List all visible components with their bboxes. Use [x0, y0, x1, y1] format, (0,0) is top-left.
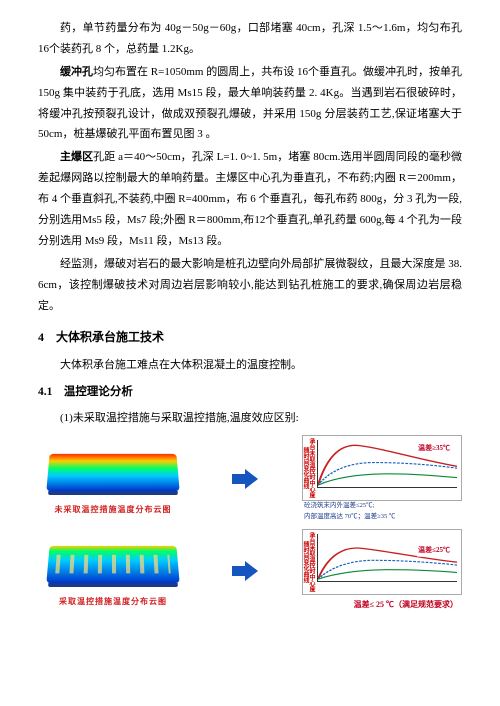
caption-uncontrolled: 未采取温控措施温度分布云图: [38, 502, 188, 517]
paragraph-1: 药，单节药量分布为 40g－50g－60g，口部堵塞 40cm，孔深 1.5～1…: [38, 18, 462, 60]
chart-1-wrapper: 承台未取温控时中心度随时间变化曲线 温差≥35℃ 砼浇筑末内外温差≤25℃; 内…: [302, 435, 462, 523]
chart-1-axes: 温差≥35℃: [317, 440, 457, 488]
chart-2-bottom-note: 温差≤ 25 ℃（满足规范要求）: [302, 597, 462, 612]
paragraph-3-body: 孔距 a＝40～50cm，孔深 L=1. 0~1. 5m，堵塞 80cm.选用半…: [38, 151, 462, 247]
chart-1-legend-b: 内部温度高达 70℃；温差≥35 ℃: [302, 511, 462, 523]
term-buffer-hole: 缓冲孔: [60, 66, 93, 78]
paragraph-4: 经监测，爆破对岩石的最大影响是桩孔边壁向外局部扩展微裂纹，且最大深度是 38. …: [38, 254, 462, 317]
chart-uncontrolled: 承台未取温控时中心度随时间变化曲线 温差≥35℃: [302, 435, 462, 501]
paragraph-2-body: 均匀布置在 R=1050mm 的圆周上，共布设 16个垂直孔。做缓冲孔时，按单孔…: [38, 66, 462, 141]
chart-2-wrapper: 承台采取温控时中心度随时间变化曲线 温差≤25℃ 温差≤ 25 ℃（满足规范要求…: [302, 529, 462, 612]
section-4-title: 4 大体积承台施工技术: [38, 326, 462, 349]
chart-controlled: 承台采取温控时中心度随时间变化曲线 温差≤25℃: [302, 529, 462, 595]
thermal-block-hot: [38, 440, 188, 500]
diagram-row-1: 未采取温控措施温度分布云图 承台未取温控时中心度随时间变化曲线 温差≥35℃ 砼…: [38, 435, 462, 523]
thermal-gradient-hot: [46, 454, 179, 491]
chart-2-tag: 温差≤25℃: [417, 544, 451, 557]
thermal-block-cooled: [38, 532, 188, 592]
arrow-icon: [232, 562, 258, 580]
chart-1-legend-a: 砼浇筑末内外温差≤25℃;: [304, 502, 374, 510]
chart-2-vlabel: 承台采取温控时中心度随时间变化曲线: [305, 532, 314, 592]
chart-2-curves: [318, 534, 457, 581]
diagram-row-2: 采取温控措施温度分布云图 承台采取温控时中心度随时间变化曲线 温差≤25℃ 温差…: [38, 529, 462, 612]
section-4-body: 大体积承台施工难点在大体积混凝土的温度控制。: [38, 355, 462, 376]
paragraph-3: 主爆区孔距 a＝40～50cm，孔深 L=1. 0~1. 5m，堵塞 80cm.…: [38, 147, 462, 251]
chart-1-vlabel: 承台未取温控时中心度随时间变化曲线: [305, 438, 314, 498]
caption-controlled: 采取温控措施温度分布云图: [38, 594, 188, 609]
arrow-icon: [232, 470, 258, 488]
term-main-blast: 主爆区: [60, 151, 93, 163]
thermal-gradient-cooled: [46, 546, 179, 583]
section-4-1-body: (1)未采取温控措施与采取温控措施,温度效应区别:: [38, 408, 462, 429]
thermal-controlled: 采取温控措施温度分布云图: [38, 532, 188, 609]
chart-1-tag: 温差≥35℃: [417, 442, 451, 455]
paragraph-2: 缓冲孔均匀布置在 R=1050mm 的圆周上，共布设 16个垂直孔。做缓冲孔时，…: [38, 62, 462, 146]
chart-2-axes: 温差≤25℃: [317, 534, 457, 582]
thermal-uncontrolled: 未采取温控措施温度分布云图: [38, 440, 188, 517]
section-4-1-title: 4.1 温控理论分析: [38, 382, 462, 404]
